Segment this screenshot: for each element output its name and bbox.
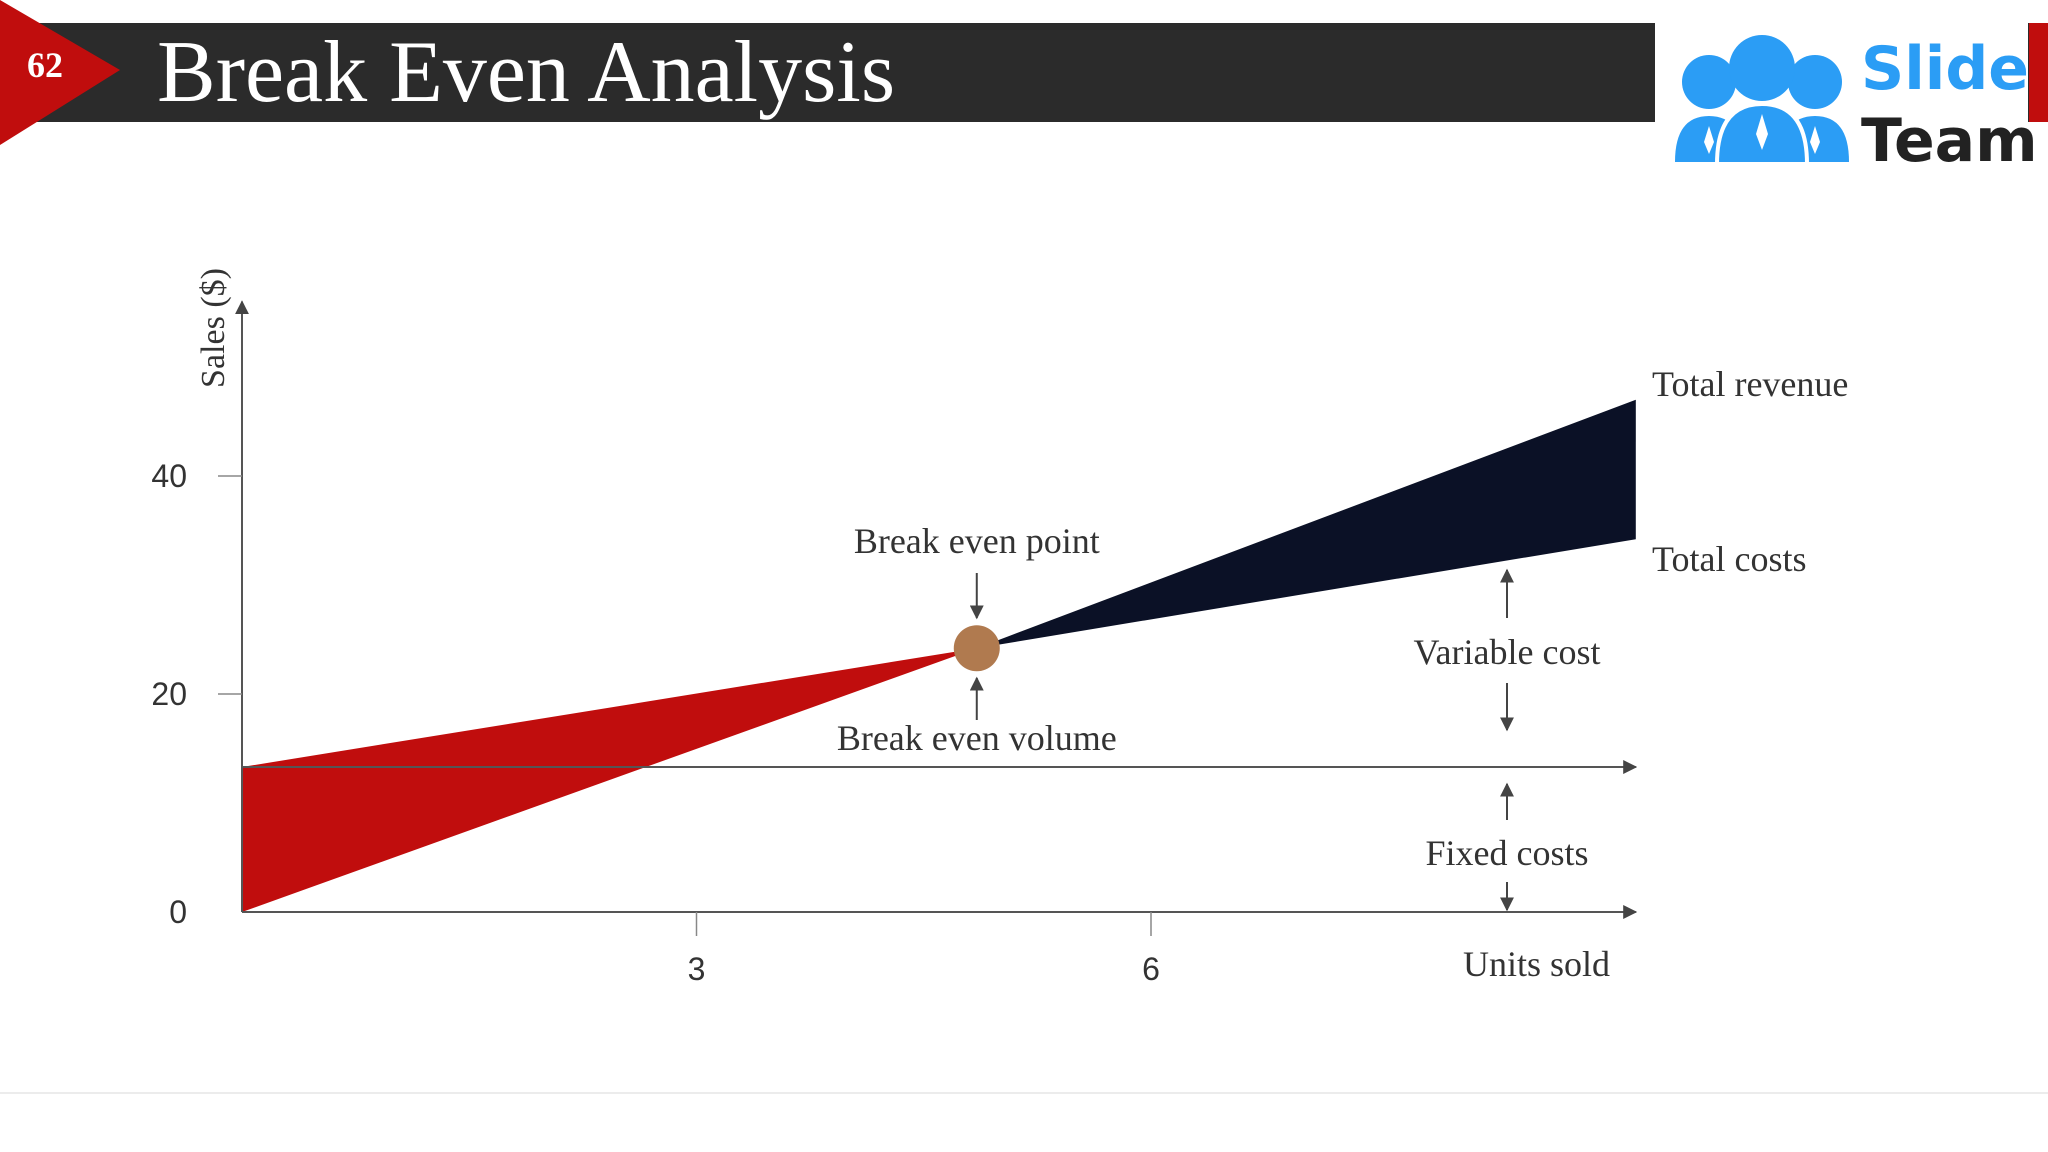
accent-edge: [2029, 23, 2048, 122]
x-tick-label: 3: [688, 951, 706, 987]
x-axis-title: Units sold: [1463, 944, 1610, 984]
logo-word-team: Team: [1861, 106, 2038, 176]
page-title: Break Even Analysis: [157, 24, 896, 121]
break-even-volume-label: Break even volume: [837, 718, 1117, 758]
variable-cost-label: Variable cost: [1414, 632, 1601, 672]
people-icon: [1675, 35, 1849, 166]
fixed-costs-label: Fixed costs: [1425, 833, 1588, 873]
profit-area: [976, 399, 1636, 649]
slide-number-badge: [0, 0, 120, 145]
y-tick-label: 40: [151, 458, 187, 494]
footer-divider: [0, 1092, 2048, 1094]
y-tick-label: 0: [169, 894, 187, 930]
slideteam-logo: Slide Team: [1655, 22, 2038, 190]
total-costs-label: Total costs: [1652, 539, 1806, 579]
break-even-point-marker: [953, 625, 1000, 672]
x-tick-label: 6: [1142, 951, 1160, 987]
loss-area: [242, 648, 977, 912]
badge-triangle: [0, 0, 120, 145]
y-axis-title: Sales ($): [195, 268, 232, 388]
logo-word-slide: Slide: [1861, 34, 2029, 104]
break-even-point-label: Break even point: [854, 521, 1100, 561]
slide-number: 62: [27, 45, 63, 85]
y-tick-label: 20: [151, 676, 187, 712]
total-revenue-label: Total revenue: [1652, 364, 1848, 404]
